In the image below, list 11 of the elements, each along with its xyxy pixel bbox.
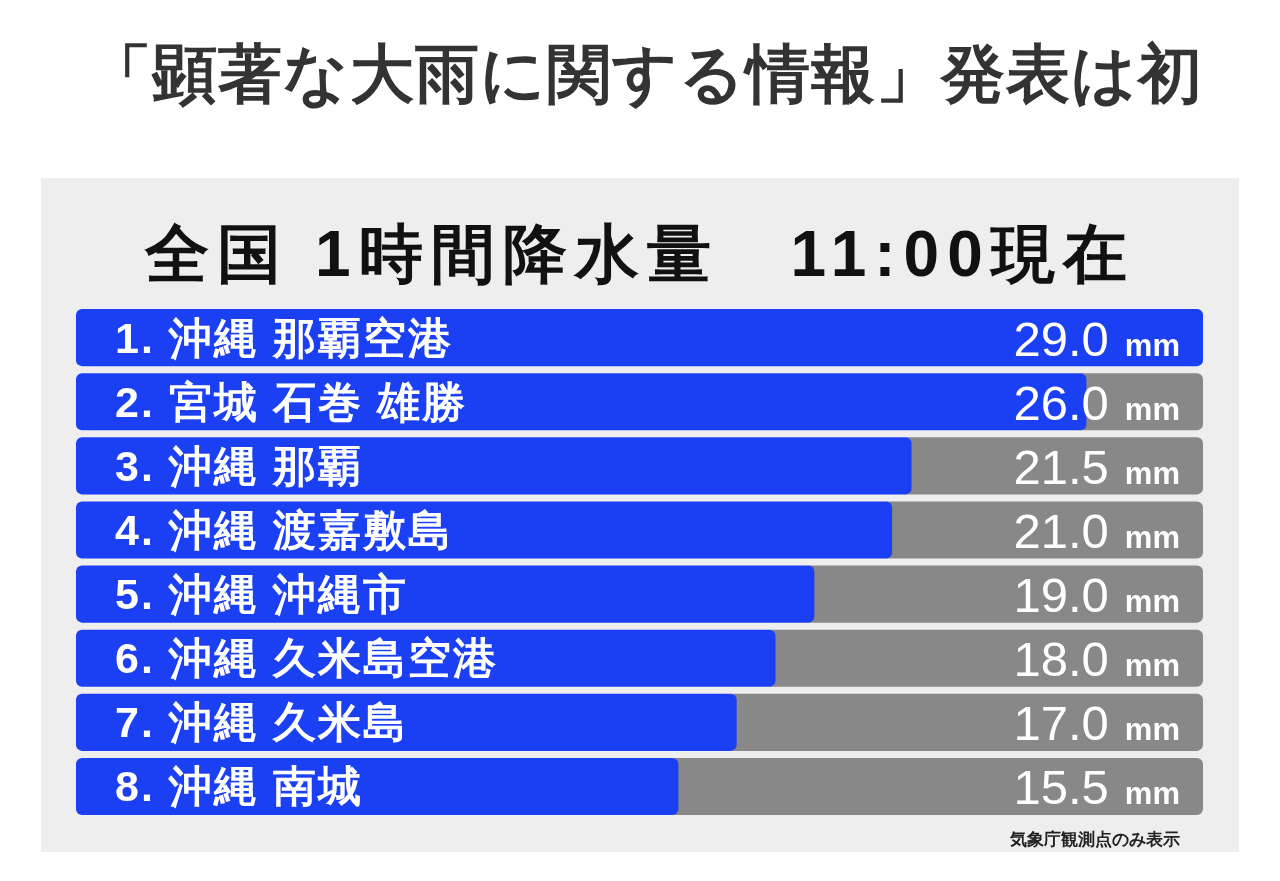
category: 5. 沖縄 沖縄市 xyxy=(115,570,408,619)
category: 1. 沖縄 那覇空港 xyxy=(115,313,453,362)
title: 「顕著な大雨に関する情報」発表は初 xyxy=(87,38,1203,110)
category: 2. 宮城 石巻 雄勝 xyxy=(115,377,467,426)
annotation: 気象庁観測点のみ表示 xyxy=(1010,830,1180,849)
subtitle: 全国 1時間降水量 11:00現在 xyxy=(145,218,1135,290)
category: 4. 沖縄 渡嘉敷島 xyxy=(115,505,453,554)
category: 8. 沖縄 南城 xyxy=(115,762,363,811)
category: 3. 沖縄 那覇 xyxy=(115,441,363,490)
category: 7. 沖縄 久米島 xyxy=(115,698,408,747)
category: 6. 沖縄 久米島空港 xyxy=(115,634,498,683)
